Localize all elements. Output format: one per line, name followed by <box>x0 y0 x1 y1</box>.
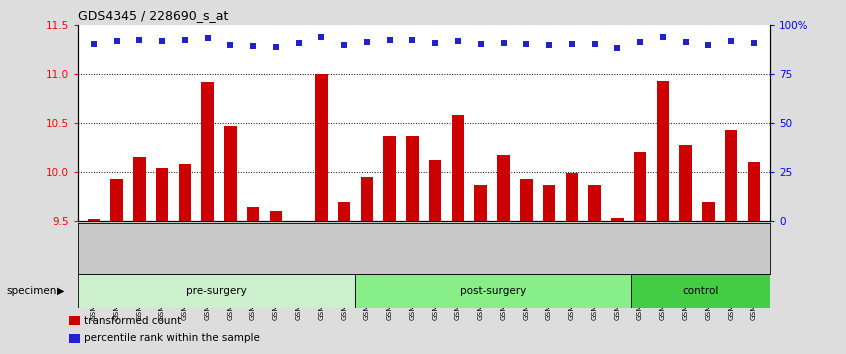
Point <box>634 40 647 45</box>
Point <box>701 42 715 48</box>
Bar <box>543 185 555 221</box>
Bar <box>702 202 715 221</box>
Bar <box>566 173 578 221</box>
Bar <box>475 185 487 221</box>
Bar <box>69 316 80 325</box>
Point <box>497 41 510 46</box>
Point <box>315 34 328 39</box>
Point <box>406 37 420 42</box>
Bar <box>748 162 761 221</box>
Bar <box>360 177 373 221</box>
Bar <box>133 158 146 221</box>
Bar <box>247 207 260 221</box>
Bar <box>656 81 669 221</box>
Bar <box>588 185 601 221</box>
Point <box>428 41 442 46</box>
Bar <box>69 334 80 343</box>
Bar <box>201 82 214 221</box>
Bar <box>316 74 327 221</box>
Bar <box>429 160 442 221</box>
Bar <box>406 136 419 221</box>
Point <box>201 35 214 40</box>
Point <box>678 40 692 45</box>
Point <box>474 41 487 47</box>
Point <box>656 34 670 39</box>
Point <box>611 46 624 51</box>
Text: percentile rank within the sample: percentile rank within the sample <box>85 333 260 343</box>
Bar <box>497 155 510 221</box>
Point <box>360 40 374 45</box>
Text: ▶: ▶ <box>57 286 64 296</box>
Bar <box>87 219 100 221</box>
Bar <box>338 202 350 221</box>
Bar <box>611 218 624 221</box>
Point <box>292 41 305 46</box>
FancyBboxPatch shape <box>354 274 631 308</box>
Text: GDS4345 / 228690_s_at: GDS4345 / 228690_s_at <box>78 9 228 22</box>
Text: specimen: specimen <box>6 286 57 296</box>
Point <box>223 42 237 48</box>
FancyBboxPatch shape <box>78 274 354 308</box>
Point <box>156 39 169 44</box>
Text: post-surgery: post-surgery <box>460 286 526 296</box>
Bar <box>679 145 692 221</box>
Bar <box>634 153 646 221</box>
Text: pre-surgery: pre-surgery <box>186 286 247 296</box>
Point <box>519 41 533 47</box>
Point <box>724 39 738 44</box>
Text: control: control <box>683 286 719 296</box>
Bar <box>224 126 237 221</box>
Bar <box>110 179 123 221</box>
Point <box>542 42 556 48</box>
Point <box>178 38 191 43</box>
Point <box>110 39 124 44</box>
FancyBboxPatch shape <box>631 274 770 308</box>
Point <box>747 41 761 46</box>
Point <box>451 39 464 44</box>
Bar <box>270 211 282 221</box>
Point <box>246 44 260 49</box>
Bar <box>383 136 396 221</box>
Bar <box>452 115 464 221</box>
Point <box>588 41 602 47</box>
Bar <box>156 168 168 221</box>
Text: transformed count: transformed count <box>85 316 181 326</box>
Bar <box>520 179 532 221</box>
Point <box>269 45 283 50</box>
Bar <box>179 164 191 221</box>
Point <box>87 41 101 47</box>
Bar <box>725 130 738 221</box>
Point <box>133 37 146 42</box>
Point <box>338 42 351 48</box>
Point <box>383 37 397 42</box>
Point <box>565 41 579 47</box>
